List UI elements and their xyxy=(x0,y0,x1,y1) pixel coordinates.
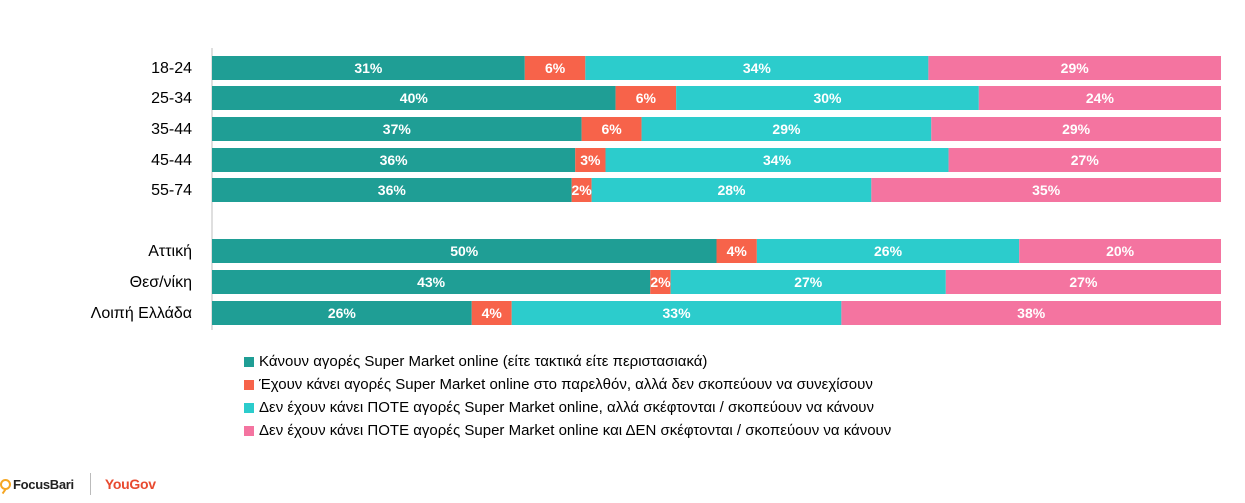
bar-loipi-ellada-buy-online xyxy=(212,301,472,325)
bar-45-44-never-not-considering xyxy=(948,148,1221,172)
category-label-45-44: 45-44 xyxy=(151,152,192,169)
data-label-18-24-buy-online: 31% xyxy=(354,60,383,76)
bar-55-74-never-not-considering xyxy=(871,178,1221,202)
data-label-loipi-ellada-buy-online: 26% xyxy=(328,305,357,321)
data-label-55-74-never-not-considering: 35% xyxy=(1032,182,1061,198)
data-label-18-24-bought-before: 6% xyxy=(545,60,566,76)
bar-45-44-buy-online xyxy=(212,148,576,172)
data-label-attiki-never-considering: 26% xyxy=(874,243,903,259)
legend-item-bought-before: Έχουν κάνει αγορές Super Market online σ… xyxy=(244,373,891,396)
focusbari-logo: FocusBari xyxy=(0,477,74,492)
bar-35-44-buy-online xyxy=(212,117,582,141)
focusbari-logo-text: FocusBari xyxy=(13,476,74,492)
legend-label-bought-before: Έχουν κάνει αγορές Super Market online σ… xyxy=(259,376,873,393)
bar-loipi-ellada-never-not-considering xyxy=(841,301,1221,325)
bar-loipi-ellada-bought-before xyxy=(471,301,512,325)
bar-35-44-never-considering xyxy=(641,117,932,141)
category-label-loipi-ellada: Λοιπή Ελλάδα xyxy=(91,305,192,322)
data-label-25-34-bought-before: 6% xyxy=(636,90,657,106)
data-label-thessaloniki-never-considering: 27% xyxy=(794,274,823,290)
data-label-18-24-never-considering: 34% xyxy=(743,60,772,76)
bar-thessaloniki-never-considering xyxy=(670,270,946,294)
bar-35-44-never-not-considering xyxy=(931,117,1221,141)
data-label-loipi-ellada-bought-before: 4% xyxy=(482,305,503,321)
bar-25-34-buy-online xyxy=(212,86,616,110)
bar-attiki-never-not-considering xyxy=(1019,239,1221,263)
legend-label-buy-online: Κάνουν αγορές Super Market online (είτε … xyxy=(259,353,708,370)
bar-18-24-never-not-considering xyxy=(928,56,1221,80)
legend-swatch-buy-online xyxy=(244,356,254,367)
category-label-55-74: 55-74 xyxy=(151,182,192,199)
bar-loipi-ellada-never-considering xyxy=(511,301,842,325)
category-label-18-24: 18-24 xyxy=(151,60,192,77)
legend-item-buy-online: Κάνουν αγορές Super Market online (είτε … xyxy=(244,350,891,373)
data-label-55-74-bought-before: 2% xyxy=(572,182,593,198)
bar-attiki-bought-before xyxy=(716,239,757,263)
data-label-loipi-ellada-never-considering: 33% xyxy=(663,305,692,321)
bar-18-24-never-considering xyxy=(585,56,929,80)
bar-25-34-never-not-considering xyxy=(978,86,1221,110)
bar-55-74-bought-before xyxy=(571,178,592,202)
bar-55-74-never-considering xyxy=(591,178,872,202)
data-label-55-74-buy-online: 36% xyxy=(378,182,407,198)
data-label-18-24-never-not-considering: 29% xyxy=(1061,60,1090,76)
bar-attiki-buy-online xyxy=(212,239,717,263)
bar-attiki-never-considering xyxy=(756,239,1020,263)
bar-thessaloniki-buy-online xyxy=(212,270,651,294)
data-label-thessaloniki-buy-online: 43% xyxy=(417,274,446,290)
data-label-45-44-never-considering: 34% xyxy=(763,152,792,168)
category-label-attiki: Αττική xyxy=(148,243,192,260)
data-label-45-44-never-not-considering: 27% xyxy=(1071,152,1100,168)
category-label-thessaloniki: Θεσ/νίκη xyxy=(130,274,192,291)
legend-label-never-considering: Δεν έχουν κάνει ΠΟΤΕ αγορές Super Market… xyxy=(259,399,875,416)
data-label-25-34-never-considering: 30% xyxy=(813,90,842,106)
data-label-45-44-bought-before: 3% xyxy=(580,152,601,168)
yougov-logo: YouGov xyxy=(104,476,156,492)
footer-divider xyxy=(89,473,91,495)
bar-55-74-buy-online xyxy=(212,178,572,202)
magnifier-icon xyxy=(0,478,11,490)
data-label-attiki-bought-before: 4% xyxy=(727,243,748,259)
data-label-55-74-never-considering: 28% xyxy=(717,182,746,198)
legend-item-never-considering: Δεν έχουν κάνει ΠΟΤΕ αγορές Super Market… xyxy=(244,396,891,419)
bar-45-44-never-considering xyxy=(605,148,949,172)
bar-25-34-bought-before xyxy=(615,86,677,110)
data-label-thessaloniki-bought-before: 2% xyxy=(650,274,671,290)
category-label-35-44: 35-44 xyxy=(151,121,192,138)
data-label-thessaloniki-never-not-considering: 27% xyxy=(1069,274,1098,290)
data-label-attiki-buy-online: 50% xyxy=(450,243,479,259)
data-label-35-44-bought-before: 6% xyxy=(601,121,622,137)
category-label-25-34: 25-34 xyxy=(151,90,192,107)
footer-logos: FocusBari YouGov xyxy=(0,470,156,498)
legend-swatch-bought-before xyxy=(244,379,254,390)
legend-item-never-not-considering: Δεν έχουν κάνει ΠΟΤΕ αγορές Super Market… xyxy=(244,419,891,442)
data-label-35-44-never-not-considering: 29% xyxy=(1062,121,1091,137)
bar-35-44-bought-before xyxy=(581,117,642,141)
data-label-loipi-ellada-never-not-considering: 38% xyxy=(1017,305,1046,321)
bar-18-24-bought-before xyxy=(524,56,586,80)
bar-18-24-buy-online xyxy=(212,56,525,80)
data-label-25-34-never-not-considering: 24% xyxy=(1086,90,1115,106)
chart-legend: Κάνουν αγορές Super Market online (είτε … xyxy=(244,350,891,442)
data-label-35-44-buy-online: 37% xyxy=(383,121,412,137)
data-label-attiki-never-not-considering: 20% xyxy=(1106,243,1135,259)
bar-45-44-bought-before xyxy=(575,148,606,172)
stacked-bar-chart: 18-24 31% 6% 34% 29% 25-34 40% 6% 30% 24% 35-44 37%… xyxy=(91,48,1221,330)
legend-swatch-never-considering xyxy=(244,402,254,413)
bar-thessaloniki-bought-before xyxy=(650,270,671,294)
bar-25-34-never-considering xyxy=(676,86,979,110)
data-label-45-44-buy-online: 36% xyxy=(380,152,409,168)
legend-label-never-not-considering: Δεν έχουν κάνει ΠΟΤΕ αγορές Super Market… xyxy=(259,422,892,439)
bar-thessaloniki-never-not-considering xyxy=(945,270,1221,294)
legend-swatch-never-not-considering xyxy=(244,425,254,436)
data-label-25-34-buy-online: 40% xyxy=(400,90,429,106)
data-label-35-44-never-considering: 29% xyxy=(772,121,801,137)
